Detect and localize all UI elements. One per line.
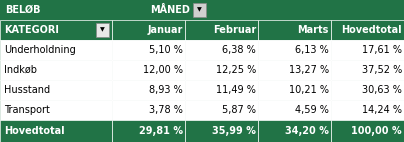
Bar	[258, 120, 331, 142]
Text: Underholdning: Underholdning	[4, 45, 76, 55]
Text: 11,49 %: 11,49 %	[216, 85, 256, 95]
Text: 13,27 %: 13,27 %	[289, 65, 329, 75]
Bar	[0, 120, 112, 142]
Text: Husstand: Husstand	[4, 85, 50, 95]
Text: BELØB: BELØB	[5, 5, 40, 15]
Bar	[96, 23, 109, 37]
Text: Februar: Februar	[213, 25, 256, 35]
Text: Hovedtotal: Hovedtotal	[341, 25, 402, 35]
Bar	[112, 80, 185, 100]
Text: 17,61 %: 17,61 %	[362, 45, 402, 55]
Text: 10,21 %: 10,21 %	[289, 85, 329, 95]
Text: Transport: Transport	[4, 105, 50, 115]
Bar	[258, 20, 331, 40]
Bar	[0, 60, 112, 80]
Text: 6,38 %: 6,38 %	[222, 45, 256, 55]
Bar	[185, 120, 258, 142]
Text: 8,93 %: 8,93 %	[149, 85, 183, 95]
Text: 37,52 %: 37,52 %	[362, 65, 402, 75]
Bar	[331, 100, 404, 120]
Bar	[331, 80, 404, 100]
Bar	[0, 100, 112, 120]
Text: 4,59 %: 4,59 %	[295, 105, 329, 115]
Text: 30,63 %: 30,63 %	[362, 85, 402, 95]
Bar	[331, 60, 404, 80]
Bar	[185, 60, 258, 80]
Bar	[185, 100, 258, 120]
Bar	[185, 80, 258, 100]
Bar	[112, 20, 185, 40]
Bar	[112, 60, 185, 80]
Bar	[331, 20, 404, 40]
Text: 14,24 %: 14,24 %	[362, 105, 402, 115]
Text: 5,87 %: 5,87 %	[222, 105, 256, 115]
Bar	[185, 20, 258, 40]
Text: Januar: Januar	[147, 25, 183, 35]
Text: 100,00 %: 100,00 %	[351, 126, 402, 136]
Text: KATEGORI: KATEGORI	[4, 25, 59, 35]
Bar	[112, 40, 185, 60]
Text: Marts: Marts	[298, 25, 329, 35]
Text: ▼: ▼	[197, 8, 202, 12]
Text: 34,20 %: 34,20 %	[285, 126, 329, 136]
Text: 3,78 %: 3,78 %	[149, 105, 183, 115]
Bar	[258, 40, 331, 60]
Bar	[0, 0, 404, 20]
Bar	[331, 120, 404, 142]
Bar	[258, 80, 331, 100]
Bar	[258, 100, 331, 120]
Bar	[0, 80, 112, 100]
Text: ▼: ▼	[100, 28, 105, 33]
Text: 12,00 %: 12,00 %	[143, 65, 183, 75]
Bar	[258, 60, 331, 80]
Text: 12,25 %: 12,25 %	[216, 65, 256, 75]
Text: 6,13 %: 6,13 %	[295, 45, 329, 55]
Text: MÅNED: MÅNED	[150, 5, 190, 15]
Bar	[193, 3, 206, 17]
Bar	[0, 20, 112, 40]
Bar	[112, 100, 185, 120]
Text: Hovedtotal: Hovedtotal	[4, 126, 65, 136]
Text: 29,81 %: 29,81 %	[139, 126, 183, 136]
Text: Indkøb: Indkøb	[4, 65, 37, 75]
Bar	[0, 40, 112, 60]
Bar	[331, 40, 404, 60]
Text: 35,99 %: 35,99 %	[212, 126, 256, 136]
Text: 5,10 %: 5,10 %	[149, 45, 183, 55]
Bar	[185, 40, 258, 60]
Bar	[112, 120, 185, 142]
